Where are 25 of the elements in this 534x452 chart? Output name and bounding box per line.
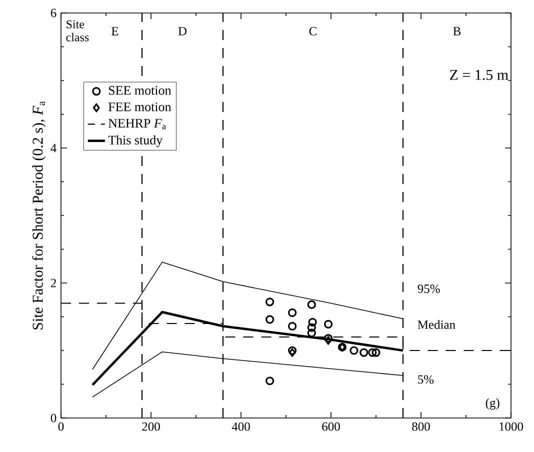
legend-label: FEE motion bbox=[108, 102, 172, 112]
annotation: C bbox=[309, 27, 316, 36]
x-tick-label: 400 bbox=[232, 422, 250, 431]
y-tick-label: 4 bbox=[50, 144, 56, 152]
annotation: E bbox=[112, 27, 118, 36]
legend-label: SEE motion bbox=[108, 86, 172, 95]
legend-label: NEHRP F$_{a}$ bbox=[108, 118, 166, 130]
annotation: Site class bbox=[66, 20, 89, 42]
x-tick-label: 0 bbox=[58, 422, 64, 431]
annotation: B bbox=[453, 27, 461, 36]
series-label: 5% bbox=[418, 375, 434, 384]
x-tick-label: 200 bbox=[142, 422, 160, 431]
annotation: Z = 1.5 m bbox=[450, 70, 508, 80]
y-tick-label: 2 bbox=[50, 278, 56, 288]
annotation: (g) bbox=[486, 398, 500, 410]
annotation: D bbox=[178, 27, 187, 36]
x-tick-label: 800 bbox=[412, 422, 430, 431]
x-tick-label: 600 bbox=[322, 422, 340, 431]
legend-label: This study bbox=[108, 135, 163, 148]
x-tick-label: 1000 bbox=[500, 422, 524, 431]
text: 95% bbox=[418, 284, 440, 294]
y-axis-title: Site Factor for Short Period (0.2 s), F$_{a}$ bbox=[32, 101, 46, 330]
y-tick-label: 0 bbox=[50, 414, 56, 422]
annotation: Median bbox=[418, 320, 456, 329]
y-tick-label: 6 bbox=[50, 8, 56, 18]
